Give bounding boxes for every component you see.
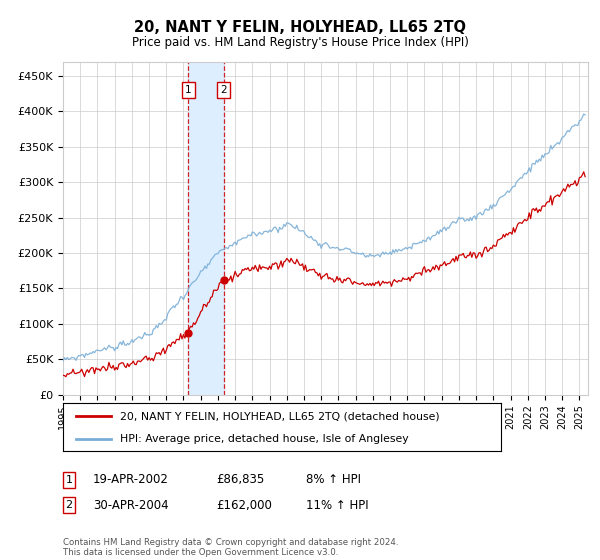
Text: 19-APR-2002: 19-APR-2002 <box>93 473 169 487</box>
Text: 20, NANT Y FELIN, HOLYHEAD, LL65 2TQ: 20, NANT Y FELIN, HOLYHEAD, LL65 2TQ <box>134 20 466 35</box>
Text: HPI: Average price, detached house, Isle of Anglesey: HPI: Average price, detached house, Isle… <box>120 434 409 444</box>
Text: 11% ↑ HPI: 11% ↑ HPI <box>306 498 368 512</box>
Text: 2: 2 <box>220 85 227 95</box>
Text: 1: 1 <box>65 475 73 485</box>
Text: £162,000: £162,000 <box>216 498 272 512</box>
Text: 20, NANT Y FELIN, HOLYHEAD, LL65 2TQ (detached house): 20, NANT Y FELIN, HOLYHEAD, LL65 2TQ (de… <box>120 411 440 421</box>
Text: Contains HM Land Registry data © Crown copyright and database right 2024.
This d: Contains HM Land Registry data © Crown c… <box>63 538 398 557</box>
Bar <box>188 62 224 395</box>
Text: £86,835: £86,835 <box>216 473 264 487</box>
Text: 2: 2 <box>65 500 73 510</box>
Text: 8% ↑ HPI: 8% ↑ HPI <box>306 473 361 487</box>
Text: 1: 1 <box>185 85 192 95</box>
Text: 30-APR-2004: 30-APR-2004 <box>93 498 169 512</box>
Text: Price paid vs. HM Land Registry's House Price Index (HPI): Price paid vs. HM Land Registry's House … <box>131 36 469 49</box>
